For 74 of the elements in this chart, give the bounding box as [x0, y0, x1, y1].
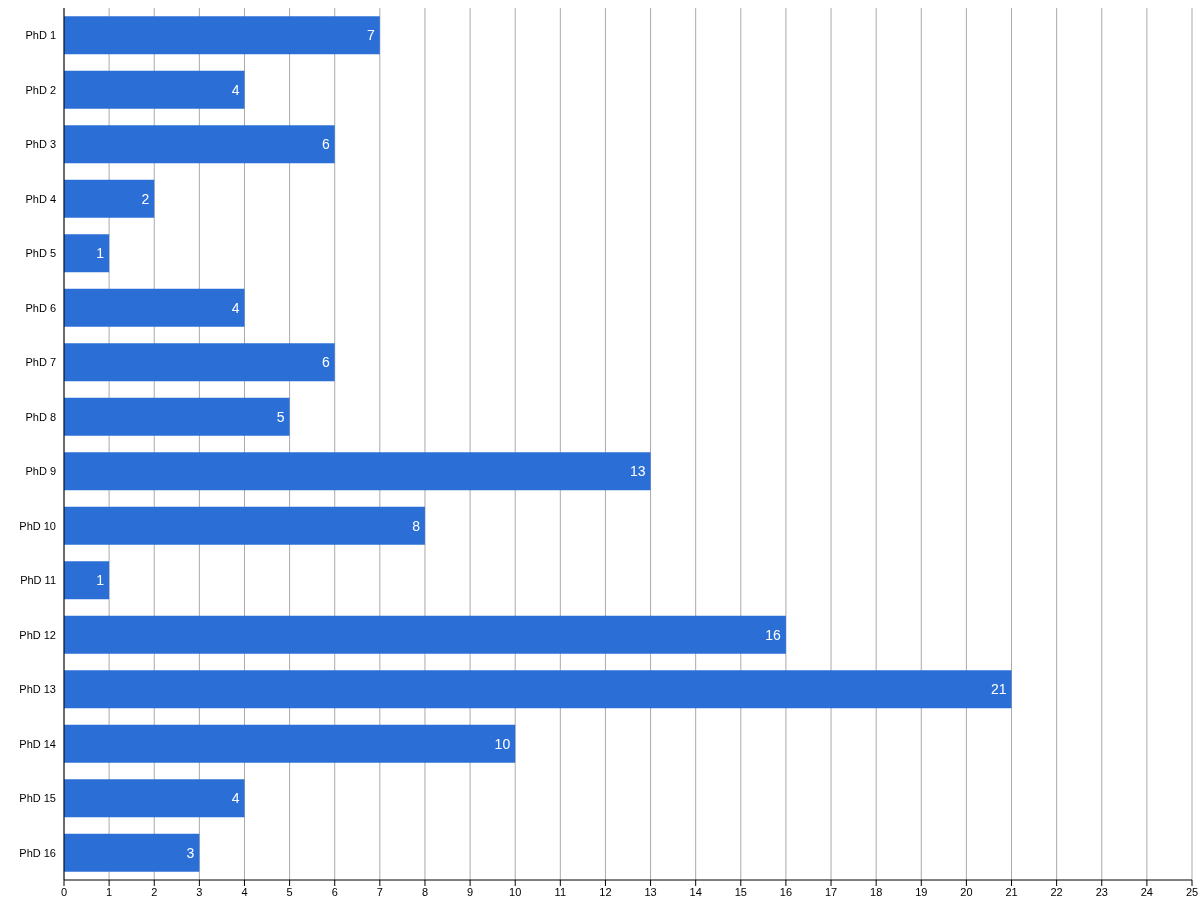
bar: [64, 506, 425, 545]
y-tick-label: PhD 5: [25, 247, 56, 260]
y-tick-label: PhD 16: [19, 846, 56, 859]
y-tick-label: PhD 7: [25, 356, 56, 369]
bar: [64, 70, 245, 109]
y-tick-label: PhD 2: [25, 83, 56, 96]
data-label: 4: [231, 790, 240, 807]
data-label: 4: [231, 299, 240, 316]
x-tick-label: 10: [509, 885, 522, 898]
bar: [64, 833, 200, 872]
x-tick-label: 1: [106, 885, 113, 898]
data-label: 8: [412, 517, 421, 534]
bar: [64, 179, 155, 218]
data-label: 1: [96, 572, 105, 589]
x-tick-label: 18: [870, 885, 883, 898]
data-label: 21: [990, 681, 1007, 698]
data-label: 1: [96, 245, 105, 262]
y-tick-label: PhD 11: [20, 574, 56, 587]
bar: [64, 234, 110, 273]
data-label: 5: [276, 408, 285, 425]
x-tick-label: 5: [286, 885, 293, 898]
x-tick-label: 12: [599, 885, 612, 898]
x-tick-label: 25: [1185, 885, 1199, 898]
x-tick-label: 2: [151, 885, 158, 898]
data-label: 3: [186, 844, 195, 861]
bar: [64, 561, 110, 600]
data-label: 10: [494, 735, 511, 752]
x-tick-label: 0: [60, 885, 68, 898]
bar: [64, 615, 786, 654]
data-label: 6: [321, 136, 330, 153]
x-tick-label: 19: [915, 885, 928, 898]
y-tick-label: PhD 12: [19, 628, 56, 641]
bar: [64, 724, 516, 763]
x-tick-label: 9: [467, 885, 474, 898]
bar: [64, 397, 290, 436]
x-tick-label: 22: [1050, 885, 1063, 898]
y-tick-label: PhD 9: [25, 465, 56, 478]
bar: [64, 452, 651, 491]
x-tick-label: 8: [421, 885, 429, 898]
y-tick-label: PhD 8: [25, 410, 56, 423]
data-label: 16: [765, 626, 782, 643]
x-tick-label: 14: [689, 885, 702, 898]
x-tick-label: 23: [1095, 885, 1108, 898]
x-tick-label: 11: [554, 885, 567, 898]
data-label: 13: [629, 463, 646, 480]
bar: [64, 125, 335, 164]
data-label: 6: [321, 354, 330, 371]
x-tick-label: 15: [734, 885, 747, 898]
data-label: 2: [141, 190, 150, 207]
x-tick-label: 21: [1005, 885, 1018, 898]
y-tick-label: PhD 14: [19, 737, 56, 750]
y-tick-label: PhD 10: [19, 519, 56, 532]
bar: [64, 670, 1012, 709]
x-tick-label: 16: [779, 885, 793, 898]
x-tick-label: 17: [824, 885, 838, 898]
x-tick-label: 20: [960, 885, 973, 898]
bar: [64, 779, 245, 818]
y-tick-label: PhD 15: [19, 792, 56, 805]
bar: [64, 16, 380, 55]
x-tick-label: 6: [331, 885, 338, 898]
x-tick-label: 24: [1140, 885, 1154, 898]
x-tick-label: 3: [196, 885, 203, 898]
y-tick-label: PhD 1: [25, 29, 56, 42]
bar: [64, 343, 335, 382]
bar: [64, 288, 245, 327]
x-tick-label: 4: [241, 885, 248, 898]
y-tick-label: PhD 13: [19, 683, 56, 696]
y-tick-label: PhD 6: [25, 301, 56, 314]
y-tick-label: PhD 4: [25, 192, 56, 205]
data-label: 7: [367, 27, 376, 44]
x-tick-label: 7: [376, 885, 383, 898]
data-label: 4: [231, 81, 240, 98]
y-tick-label: PhD 3: [25, 138, 56, 151]
x-tick-label: 13: [644, 885, 657, 898]
